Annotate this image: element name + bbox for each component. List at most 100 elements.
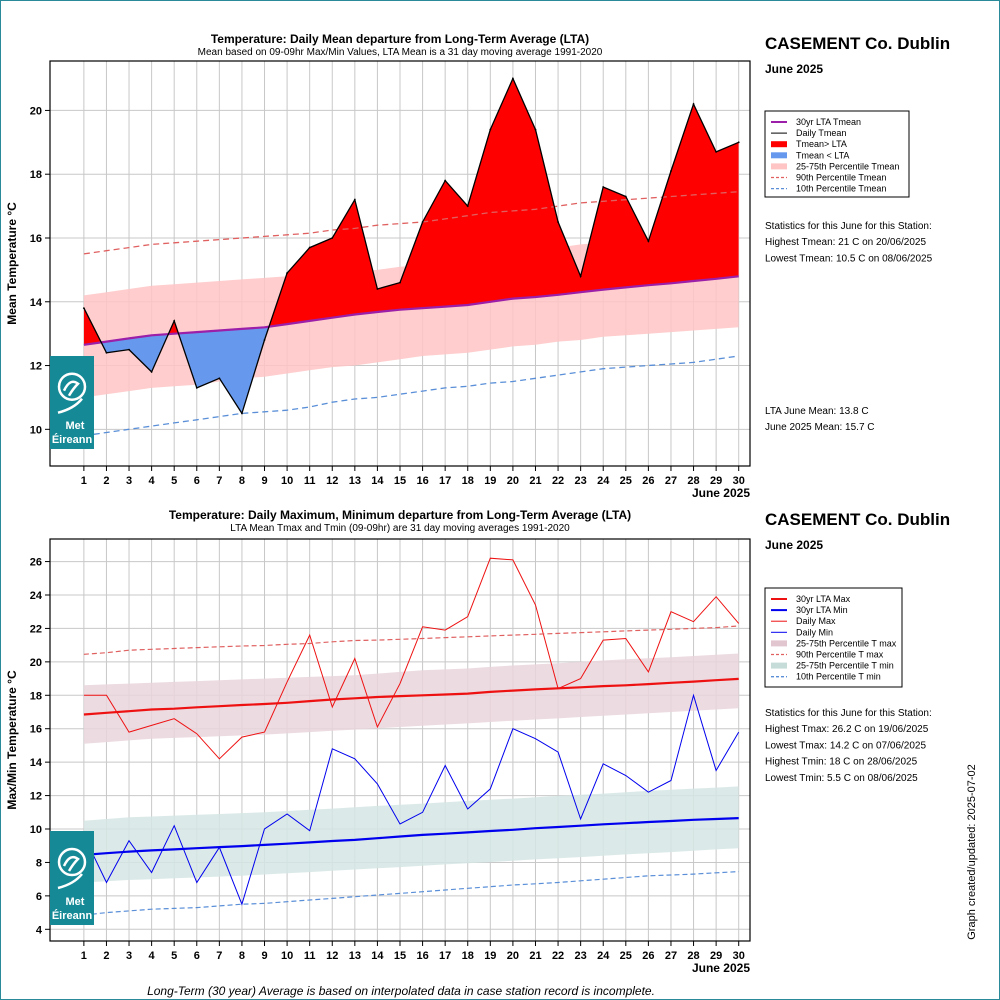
series-30yr-lta-max (83, 677, 739, 716)
point-daily-tmean (444, 179, 447, 182)
y-tick-label: 20 (30, 657, 42, 669)
y-tick-label: 14 (30, 757, 43, 769)
stats-line: Lowest Tmean: 10.5 C on 08/06/2025 (765, 253, 933, 264)
x-tick-label: 8 (239, 475, 245, 487)
point-daily-tmean (624, 195, 627, 198)
series-30yr-lta-tmean (83, 275, 739, 346)
x-tick-label: 23 (575, 475, 587, 487)
logo-background (50, 356, 94, 449)
legend-label: Daily Tmean (796, 128, 846, 138)
band-25-75th-percentile-t-min (83, 786, 739, 883)
legend-label: 25-75th Percentile T max (796, 638, 897, 648)
x-tick-label: 13 (349, 475, 361, 487)
y-tick-label: 14 (30, 297, 43, 309)
chart-title: Temperature: Daily Maximum, Minimum depa… (169, 508, 631, 522)
y-tick-label: 12 (30, 361, 42, 373)
x-tick-label: 6 (194, 475, 200, 487)
point-daily-tmean (647, 240, 650, 243)
chart-subtitle: Mean based on 09-09hr Max/Min Values, LT… (198, 47, 603, 58)
x-tick-label: 26 (642, 475, 654, 487)
x-tick-label: 10 (281, 475, 293, 487)
legend-box (764, 110, 910, 198)
legend-label: Daily Max (796, 616, 836, 626)
legend-item: 30yr LTA Max (771, 594, 851, 604)
legend-item: 25-75th Percentile T min (771, 661, 894, 671)
plot-area (50, 61, 750, 466)
y-tick-label: 16 (30, 233, 42, 245)
series-daily-max (83, 557, 740, 760)
x-tick-label: 29 (710, 950, 722, 962)
x-tick-label: 2 (103, 950, 109, 962)
legend-label: Daily Min (796, 627, 833, 637)
stats-line: Highest Tmax: 26.2 C on 19/06/2025 (765, 724, 929, 735)
x-axis-label: June 2025 (692, 961, 750, 975)
x-tick-label: 6 (194, 950, 200, 962)
x-tick-label: 5 (171, 950, 177, 962)
series-10th-percentile-tmean (83, 355, 739, 437)
logo-background (50, 831, 94, 925)
point-daily-tmean (737, 141, 740, 144)
y-tick-label: 4 (36, 924, 43, 936)
legend-item: 30yr LTA Tmean (771, 117, 861, 127)
logo-text-met: Met (66, 420, 85, 432)
point-daily-tmean (353, 198, 356, 201)
legend-label: 30yr LTA Min (796, 605, 848, 615)
legend-item: 25-75th Percentile T max (771, 638, 897, 648)
point-daily-tmean (692, 103, 695, 105)
x-tick-label: 29 (710, 475, 722, 487)
y-tick-label: 6 (36, 891, 42, 903)
legend-label: 30yr LTA Tmean (796, 117, 861, 127)
logo-swirl-inner (62, 380, 80, 397)
x-tick-label: 30 (733, 475, 745, 487)
legend-item: 10th Percentile Tmean (771, 184, 886, 194)
point-daily-tmean (286, 272, 288, 274)
x-tick-label: 4 (149, 475, 156, 487)
logo-text-eireann: Éireann (52, 909, 93, 922)
footer-note: Long-Term (30 year) Average is based on … (147, 984, 655, 998)
y-tick-label: 18 (30, 690, 42, 702)
y-tick-label: 16 (30, 724, 42, 736)
x-tick-label: 15 (394, 475, 406, 487)
chart-2: Temperature: Daily Maximum, Minimum depa… (5, 508, 950, 975)
point-daily-tmean (399, 281, 401, 284)
point-daily-tmean (421, 221, 424, 223)
y-tick-label: 10 (30, 424, 42, 436)
x-tick-label: 19 (484, 950, 496, 962)
station-name: CASEMENT Co. Dublin (765, 34, 950, 53)
x-tick-label: 17 (439, 475, 451, 487)
legend-item: 10th Percentile T min (771, 672, 881, 682)
logo-text-eireann: Éireann (52, 433, 93, 446)
y-tick-label: 12 (30, 791, 42, 803)
x-tick-label: 25 (620, 950, 632, 962)
x-tick-label: 12 (326, 950, 338, 962)
x-tick-label: 12 (326, 475, 338, 487)
legend-item: Tmean < LTA (771, 150, 849, 160)
chart-subtitle: LTA Mean Tmax and Tmin (09-09hr) are 31 … (230, 523, 570, 534)
legend-label: 90th Percentile Tmean (796, 173, 886, 183)
y-tick-label: 18 (30, 169, 42, 181)
x-tick-label: 30 (733, 950, 745, 962)
x-axis-label: June 2025 (692, 486, 750, 500)
x-tick-label: 11 (304, 475, 316, 487)
point-daily-tmean (218, 377, 221, 380)
x-tick-label: 27 (665, 475, 677, 487)
x-tick-label: 20 (507, 950, 519, 962)
y-tick-label: 8 (36, 857, 42, 869)
legend-item: 30yr LTA Min (771, 605, 848, 615)
legend-item: 25-75th Percentile Tmean (771, 161, 899, 171)
mean-line: June 2025 Mean: 15.7 C (765, 422, 875, 433)
series-daily-tmean (83, 76, 739, 415)
x-tick-label: 18 (462, 950, 474, 962)
x-tick-label: 28 (687, 950, 699, 962)
y-tick-label: 22 (30, 623, 42, 635)
x-tick-label: 10 (281, 950, 293, 962)
graph-updated-note: Graph created/updated: 2025-07-02 (966, 764, 978, 940)
point-daily-tmean (82, 307, 85, 310)
y-tick-label: 10 (30, 824, 42, 836)
point-daily-tmean (150, 371, 153, 373)
legend-item: Daily Max (771, 616, 836, 626)
x-tick-label: 22 (552, 475, 564, 487)
